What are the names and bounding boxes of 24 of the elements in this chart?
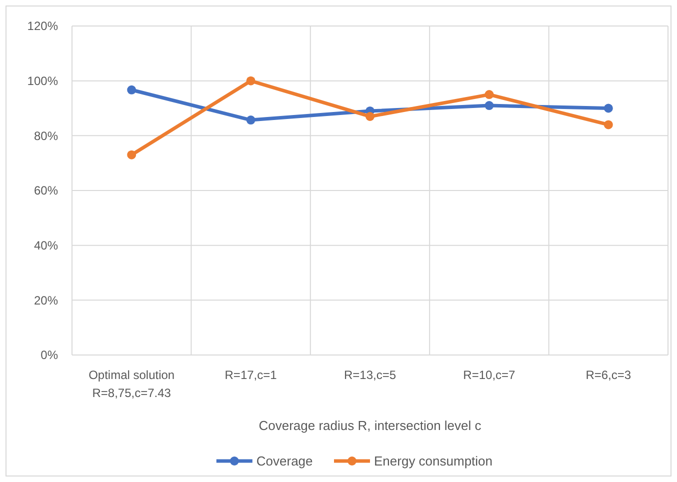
point <box>246 116 256 125</box>
y-tick-label: 20% <box>34 293 58 308</box>
y-tick-label: 0% <box>40 348 58 362</box>
x-tick-label: Optimal solution R=8,75,c=7.43 <box>88 368 175 400</box>
point <box>127 85 136 94</box>
point <box>484 90 494 100</box>
point <box>366 112 374 121</box>
point <box>246 76 256 86</box>
y-tick-label: 60% <box>34 184 58 198</box>
x-axis-title: Coverage radius R, intersection level c <box>258 418 482 433</box>
point <box>484 101 494 110</box>
legend-label: Coverage <box>256 454 313 469</box>
point <box>604 120 613 130</box>
y-tick-label: 120% <box>27 19 58 34</box>
x-tick-label: R=6,c=3 <box>586 368 632 382</box>
y-tick-label: 40% <box>34 238 58 253</box>
y-tick-label: 80% <box>34 128 58 143</box>
point <box>127 150 136 160</box>
legend-label: Energy consumption <box>374 454 493 469</box>
point <box>604 104 613 113</box>
y-tick-label: 100% <box>27 74 58 88</box>
x-tick-label: R=10,c=7 <box>463 368 516 382</box>
x-tick-label: R=17,c=1 <box>224 368 278 382</box>
x-tick-label: R=13,c=5 <box>344 368 396 382</box>
